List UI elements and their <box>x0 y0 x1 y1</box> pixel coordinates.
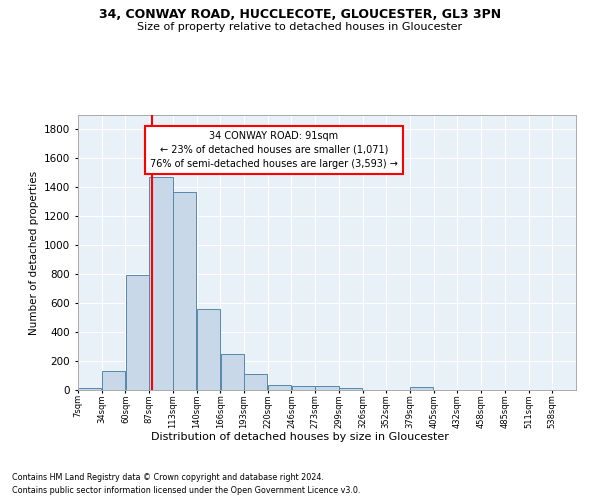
Bar <box>173 192 196 390</box>
Text: 34 CONWAY ROAD: 91sqm
← 23% of detached houses are smaller (1,071)
76% of semi-d: 34 CONWAY ROAD: 91sqm ← 23% of detached … <box>150 131 398 169</box>
Bar <box>316 386 338 390</box>
Bar <box>244 374 268 390</box>
Bar <box>221 354 244 390</box>
Text: Distribution of detached houses by size in Gloucester: Distribution of detached houses by size … <box>151 432 449 442</box>
Bar <box>102 371 125 390</box>
Bar <box>268 385 291 390</box>
Text: Size of property relative to detached houses in Gloucester: Size of property relative to detached ho… <box>137 22 463 32</box>
Bar <box>197 309 220 390</box>
Y-axis label: Number of detached properties: Number of detached properties <box>29 170 38 334</box>
Bar <box>149 176 173 390</box>
Bar <box>410 387 433 390</box>
Bar <box>78 388 101 390</box>
Text: 34, CONWAY ROAD, HUCCLECOTE, GLOUCESTER, GL3 3PN: 34, CONWAY ROAD, HUCCLECOTE, GLOUCESTER,… <box>99 8 501 20</box>
Bar <box>125 275 149 390</box>
Text: Contains public sector information licensed under the Open Government Licence v3: Contains public sector information licen… <box>12 486 361 495</box>
Bar <box>339 388 362 390</box>
Text: Contains HM Land Registry data © Crown copyright and database right 2024.: Contains HM Land Registry data © Crown c… <box>12 472 324 482</box>
Bar <box>292 386 315 390</box>
